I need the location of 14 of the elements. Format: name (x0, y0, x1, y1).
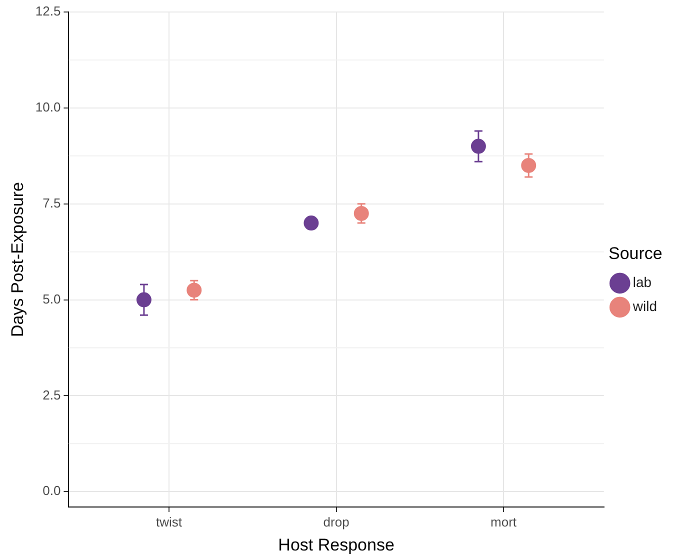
y-tick-label: 7.5 (42, 195, 61, 210)
x-tick-label: drop (323, 514, 350, 530)
y-tick-label: 5.0 (42, 291, 61, 306)
y-tick-label: 2.5 (42, 387, 61, 402)
legend-label: wild (632, 298, 658, 314)
y-tick-label: 0.0 (42, 483, 61, 498)
y-tick-label: 12.5 (35, 4, 61, 19)
legend-title: Source (608, 244, 662, 263)
x-tick-label: twist (156, 514, 182, 530)
y-axis-title: Days Post-Exposure (8, 182, 27, 337)
x-axis-title: Host Response (278, 535, 394, 554)
y-tick-label: 10.0 (35, 100, 61, 115)
x-tick-label: mort (490, 514, 517, 530)
legend-label: lab (632, 274, 652, 290)
